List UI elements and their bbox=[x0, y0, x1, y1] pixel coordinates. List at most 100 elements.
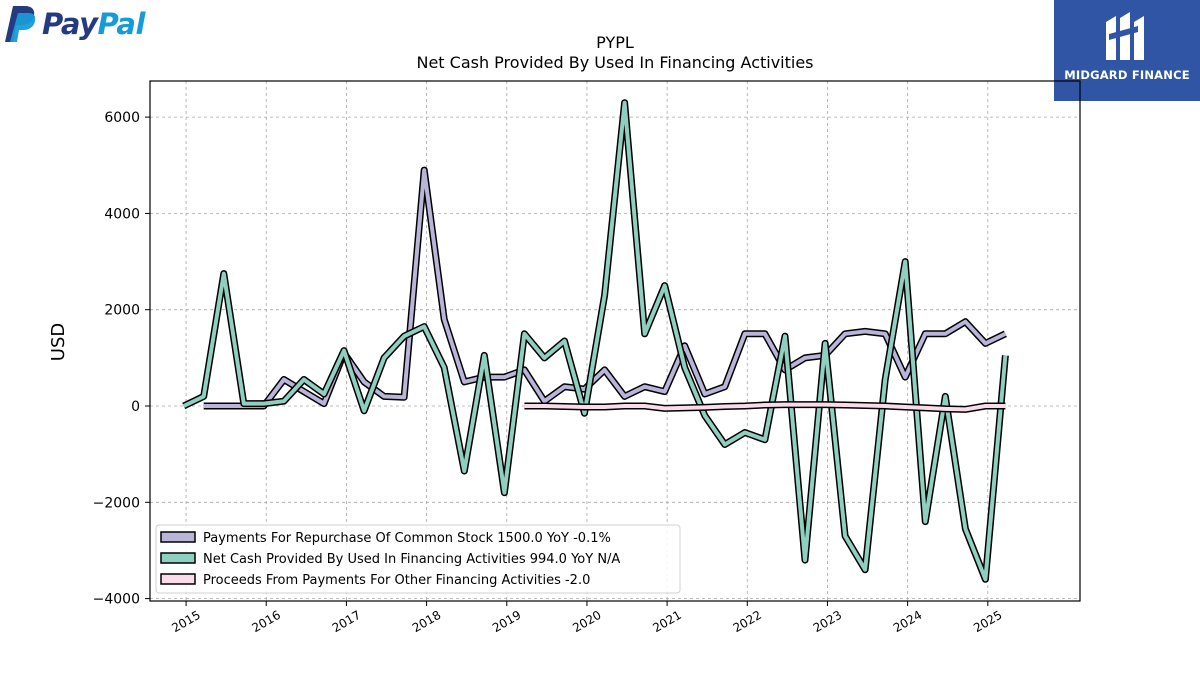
series-3-point bbox=[584, 406, 586, 408]
legend-label: Net Cash Provided By Used In Financing A… bbox=[203, 552, 620, 567]
legend-swatch bbox=[160, 552, 196, 564]
y-tick-label: 0 bbox=[131, 399, 140, 415]
series-2-point bbox=[283, 400, 285, 402]
series-2-point bbox=[984, 578, 986, 580]
series-1-point bbox=[884, 333, 886, 335]
chart-subtitle: Net Cash Provided By Used In Financing A… bbox=[416, 53, 813, 72]
series-2-point bbox=[223, 273, 225, 275]
series-3-point bbox=[744, 405, 746, 407]
series-2-point bbox=[383, 357, 385, 359]
series-2-point bbox=[944, 395, 946, 397]
series-3-point bbox=[984, 405, 986, 407]
y-tick-label: 6000 bbox=[104, 110, 140, 126]
y-tick-label: −4000 bbox=[93, 592, 140, 608]
series-2-point bbox=[423, 326, 425, 328]
series-1-point bbox=[523, 369, 525, 371]
series-1-point bbox=[604, 369, 606, 371]
series-1-point bbox=[503, 376, 505, 378]
series-2-point bbox=[343, 350, 345, 352]
legend-swatch bbox=[160, 531, 196, 543]
series-2-point bbox=[844, 535, 846, 537]
y-tick-label: −2000 bbox=[93, 495, 140, 511]
series-1-point bbox=[443, 318, 445, 320]
series-2-point bbox=[644, 333, 646, 335]
series-2-point bbox=[503, 492, 505, 494]
series-2-point bbox=[363, 410, 365, 412]
series-2-point bbox=[684, 367, 686, 369]
series-3-point bbox=[924, 407, 926, 409]
series-3-point bbox=[624, 405, 626, 407]
series-1-point bbox=[704, 393, 706, 395]
series-2-point bbox=[403, 335, 405, 337]
x-tick-label: 2015 bbox=[169, 608, 202, 635]
series-3-point bbox=[543, 405, 545, 407]
series-1-point bbox=[664, 391, 666, 393]
y-tick-label: 2000 bbox=[104, 303, 140, 319]
series-2-point bbox=[543, 357, 545, 359]
series-1-point bbox=[924, 333, 926, 335]
series-2-point bbox=[864, 569, 866, 571]
series-2-point bbox=[323, 393, 325, 395]
series-1-point bbox=[724, 386, 726, 388]
series-3-point bbox=[644, 405, 646, 407]
series-2-point bbox=[463, 470, 465, 472]
y-tick-label: 4000 bbox=[104, 206, 140, 222]
series-1-point bbox=[964, 321, 966, 323]
series-2-point bbox=[804, 559, 806, 561]
series-3-point bbox=[604, 406, 606, 408]
chart-title: PYPL bbox=[596, 33, 634, 52]
x-tick-label: 2024 bbox=[891, 608, 924, 635]
x-tick-label: 2019 bbox=[490, 608, 523, 635]
series-3-point bbox=[764, 404, 766, 406]
series-3-point bbox=[864, 405, 866, 407]
series-2-point bbox=[764, 439, 766, 441]
midgard-finance-text: MIDGARD FINANCE bbox=[1064, 68, 1190, 82]
series-1-point bbox=[363, 381, 365, 383]
series-2-point bbox=[263, 403, 265, 405]
x-tick-label: 2020 bbox=[570, 608, 603, 635]
legend-box bbox=[155, 524, 681, 594]
series-1-point bbox=[463, 381, 465, 383]
series-2-point bbox=[904, 261, 906, 263]
series-1-point bbox=[383, 395, 385, 397]
x-tick-label: 2017 bbox=[330, 608, 363, 635]
x-tick-label: 2021 bbox=[650, 608, 683, 635]
series-lines bbox=[182, 99, 1009, 583]
series-3-point bbox=[704, 406, 706, 408]
series-1-point bbox=[403, 396, 405, 398]
series-1-point bbox=[564, 386, 566, 388]
legend-label: Payments For Repurchase Of Common Stock … bbox=[203, 531, 611, 546]
series-2-point bbox=[604, 294, 606, 296]
series-2-line bbox=[182, 100, 1008, 582]
series-2-point bbox=[664, 285, 666, 287]
series-1-point bbox=[944, 333, 946, 335]
series-3-point bbox=[1004, 405, 1006, 407]
midgard-m-icon bbox=[1106, 12, 1144, 60]
series-3-point bbox=[564, 406, 566, 408]
series-2-point bbox=[724, 444, 726, 446]
series-1-point bbox=[844, 333, 846, 335]
x-tick-label: 2022 bbox=[731, 608, 764, 635]
series-1-point bbox=[283, 379, 285, 381]
series-2-point bbox=[624, 102, 626, 104]
series-1-point bbox=[684, 345, 686, 347]
series-2-point bbox=[744, 432, 746, 434]
series-1-point bbox=[744, 333, 746, 335]
series-3-point bbox=[964, 408, 966, 410]
paypal-wordmark: PayPal bbox=[42, 6, 145, 41]
series-2-point bbox=[964, 528, 966, 530]
series-1-point bbox=[223, 405, 225, 407]
paypal-p-icon bbox=[5, 6, 36, 42]
series-3-line bbox=[524, 402, 1006, 412]
series-2-outline bbox=[182, 99, 1009, 583]
series-2-point bbox=[303, 379, 305, 381]
paypal-logo: PayPal bbox=[4, 4, 145, 44]
series-1-point bbox=[624, 395, 626, 397]
series-3-point bbox=[784, 404, 786, 406]
midgard-finance-logo: MIDGARD FINANCE bbox=[1054, 0, 1200, 101]
series-2-point bbox=[584, 412, 586, 414]
series-3-point bbox=[664, 407, 666, 409]
series-1-point bbox=[864, 330, 866, 332]
series-2-point bbox=[884, 379, 886, 381]
series-2-point bbox=[924, 521, 926, 523]
